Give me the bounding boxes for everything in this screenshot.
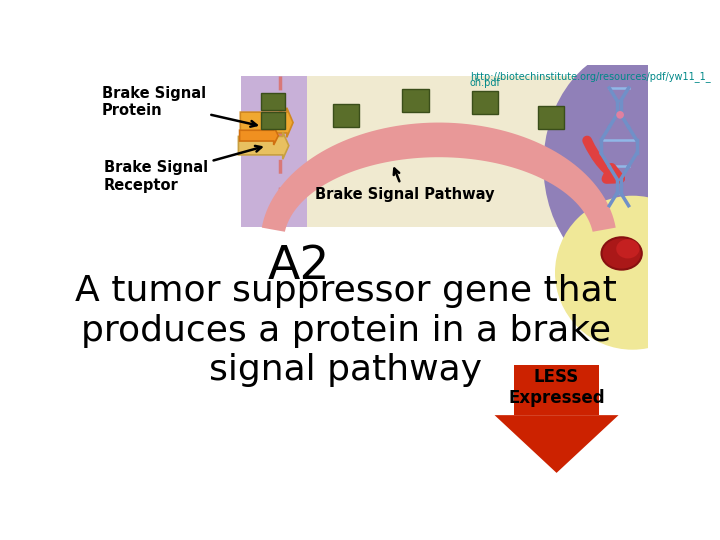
Polygon shape [262,123,616,232]
FancyBboxPatch shape [241,76,307,226]
Ellipse shape [555,195,710,350]
FancyBboxPatch shape [514,365,599,415]
Text: oh.pdf: oh.pdf [469,78,500,88]
Text: Brake Signal
Receptor: Brake Signal Receptor [104,146,261,193]
Text: Brake Signal Pathway: Brake Signal Pathway [315,168,494,201]
Text: Brake Signal
Protein: Brake Signal Protein [102,85,256,127]
Circle shape [616,111,624,119]
Ellipse shape [601,237,642,269]
FancyBboxPatch shape [241,76,648,226]
Polygon shape [240,126,279,145]
FancyBboxPatch shape [402,89,428,112]
FancyBboxPatch shape [538,106,564,130]
Text: A2: A2 [268,244,330,289]
Polygon shape [238,132,289,159]
Text: LESS
Expressed: LESS Expressed [508,368,605,407]
Ellipse shape [544,45,720,284]
FancyBboxPatch shape [261,93,284,110]
Ellipse shape [616,239,639,259]
Polygon shape [240,107,293,137]
Text: http://biotechinstitute.org/resources/pdf/yw11_1_: http://biotechinstitute.org/resources/pd… [469,71,711,82]
Polygon shape [495,415,618,473]
FancyBboxPatch shape [472,91,498,114]
FancyBboxPatch shape [333,104,359,127]
FancyArrowPatch shape [587,140,620,179]
FancyBboxPatch shape [261,112,284,129]
Text: A tumor suppressor gene that
produces a protein in a brake
signal pathway: A tumor suppressor gene that produces a … [75,274,617,387]
